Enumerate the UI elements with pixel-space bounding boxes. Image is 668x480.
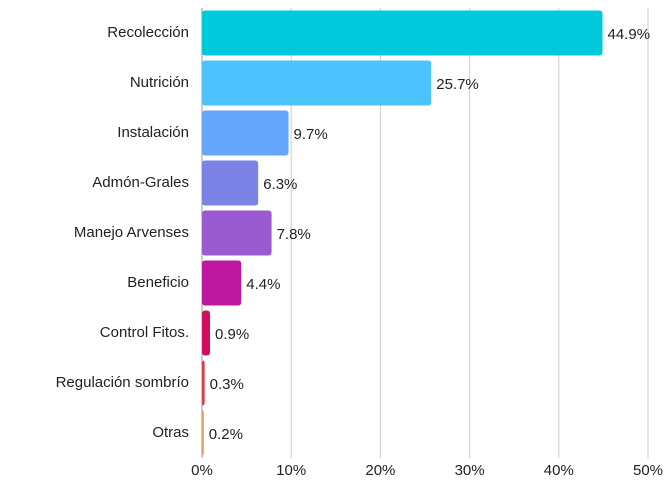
category-label: Recolección bbox=[107, 24, 189, 41]
x-tick-label: 30% bbox=[455, 462, 485, 479]
value-label: 4.4% bbox=[246, 276, 280, 293]
category-label: Admón-Grales bbox=[92, 174, 189, 191]
value-label: 9.7% bbox=[294, 126, 328, 143]
value-label: 0.3% bbox=[210, 376, 244, 393]
bar bbox=[202, 110, 289, 156]
bar bbox=[202, 360, 205, 406]
x-tick-label: 20% bbox=[365, 462, 395, 479]
category-label: Manejo Arvenses bbox=[74, 224, 189, 241]
bar bbox=[202, 10, 603, 56]
value-label: 0.9% bbox=[215, 326, 249, 343]
bar bbox=[202, 260, 242, 306]
bar bbox=[202, 310, 211, 356]
bar bbox=[202, 160, 259, 206]
x-tick-label: 40% bbox=[544, 462, 574, 479]
bar bbox=[202, 410, 204, 456]
category-label: Instalación bbox=[117, 124, 189, 141]
bar bbox=[202, 60, 432, 106]
value-label: 25.7% bbox=[436, 76, 479, 93]
x-tick-label: 10% bbox=[276, 462, 306, 479]
category-label: Otras bbox=[152, 424, 189, 441]
x-tick-label: 50% bbox=[633, 462, 663, 479]
category-label: Regulación sombrío bbox=[56, 374, 189, 391]
category-label: Nutrición bbox=[130, 74, 189, 91]
category-label: Control Fitos. bbox=[100, 324, 189, 341]
x-tick-label: 0% bbox=[191, 462, 213, 479]
value-label: 6.3% bbox=[263, 176, 297, 193]
category-label: Beneficio bbox=[127, 274, 189, 291]
bar bbox=[202, 210, 272, 256]
value-label: 0.2% bbox=[209, 426, 243, 443]
value-label: 7.8% bbox=[277, 226, 311, 243]
value-label: 44.9% bbox=[608, 26, 651, 43]
